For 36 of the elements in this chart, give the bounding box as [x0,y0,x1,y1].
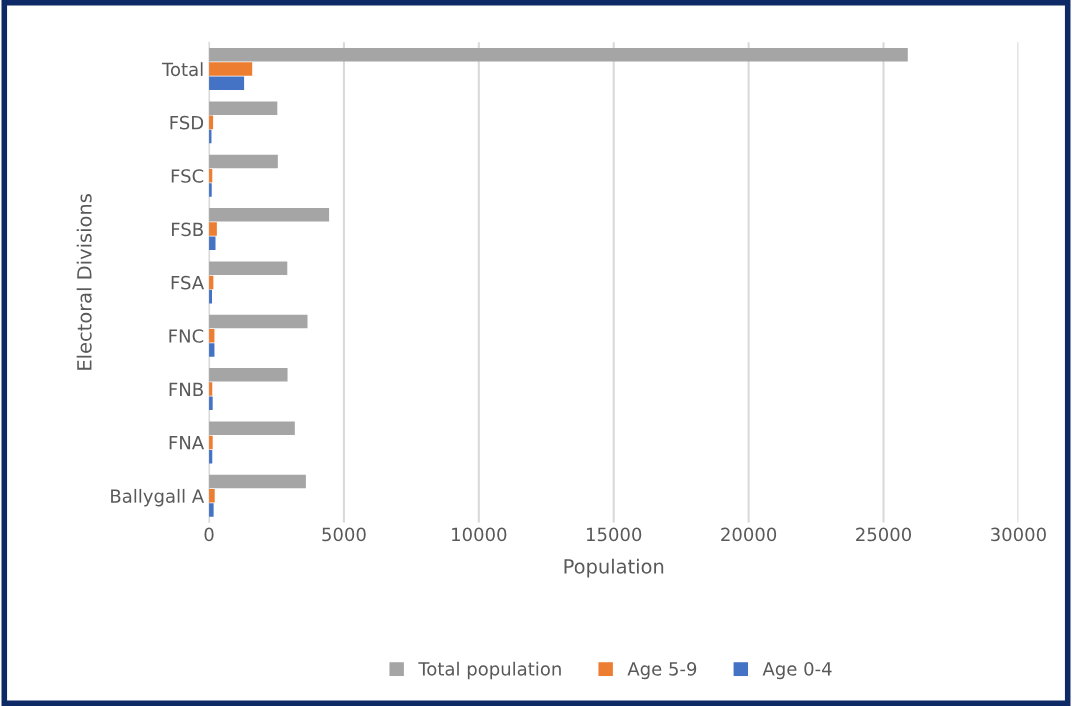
bar [209,236,216,251]
bar [209,101,278,115]
x-tick-label: 30000 [991,527,1046,542]
bar [209,154,278,169]
y-tick-label: FSC [171,169,204,183]
bar [209,222,217,236]
legend-label: Total population [418,661,561,680]
x-tick-label: 5000 [322,527,366,542]
bar [209,474,306,489]
y-tick-label: Total [161,62,203,77]
x-tick-label: 15000 [586,527,642,542]
y-tick-label: FSD [170,115,204,130]
bar [209,261,288,275]
x-tick-label: 20000 [721,527,777,542]
bar [209,208,330,222]
bar [209,76,245,91]
legend-label: Age 5-9 [627,662,697,680]
x-tick-label: 10000 [452,527,507,542]
legend-label: Age 0-4 [762,662,832,680]
y-tick-label: Ballygall A [111,488,205,507]
y-tick-label: FSA [171,275,205,290]
bar [209,314,308,329]
bar [209,48,908,62]
x-axis-title: Population [564,558,664,578]
x-tick-label: 0 [204,527,214,542]
bar [209,503,214,517]
y-tick-label: FNB [169,382,203,396]
x-tick-label: 25000 [856,527,912,542]
bar [209,62,253,76]
bar [209,368,288,382]
bar [209,421,295,435]
y-axis-title: Electoral Divisions [76,194,92,370]
y-tick-label: FNA [169,436,205,450]
y-tick-label: FNC [169,329,204,343]
y-tick-label: FSB [172,222,203,237]
bar [209,489,215,503]
